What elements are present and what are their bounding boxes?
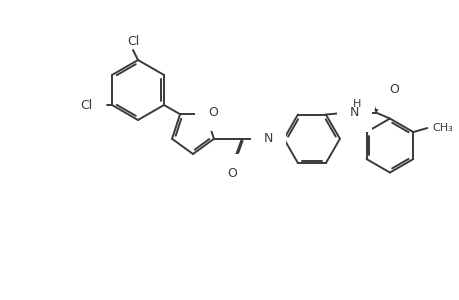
Text: N: N	[349, 106, 358, 119]
Text: O: O	[207, 106, 218, 119]
Text: CH₃: CH₃	[431, 123, 452, 133]
Text: O: O	[226, 167, 236, 180]
Text: H: H	[352, 98, 360, 109]
Text: N: N	[263, 132, 273, 145]
Text: Cl: Cl	[127, 35, 139, 48]
Text: H: H	[263, 126, 272, 136]
Text: Cl: Cl	[79, 98, 92, 112]
Text: O: O	[388, 83, 398, 96]
